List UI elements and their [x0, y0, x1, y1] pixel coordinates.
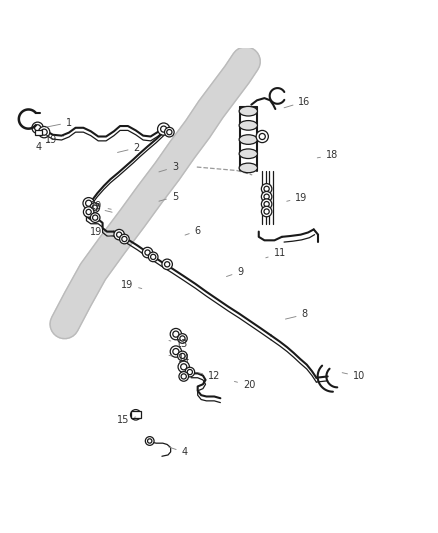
- Circle shape: [187, 369, 192, 375]
- Text: 19: 19: [286, 192, 307, 203]
- Circle shape: [170, 328, 181, 340]
- Text: 18: 18: [317, 150, 337, 160]
- Text: 6: 6: [185, 226, 200, 236]
- Circle shape: [147, 439, 152, 443]
- Text: 14: 14: [169, 354, 189, 364]
- Circle shape: [35, 125, 41, 131]
- Ellipse shape: [239, 163, 257, 173]
- Circle shape: [145, 437, 154, 446]
- Circle shape: [41, 129, 47, 135]
- Circle shape: [261, 199, 271, 209]
- Circle shape: [142, 247, 152, 258]
- Circle shape: [150, 254, 155, 260]
- Circle shape: [157, 123, 170, 135]
- Ellipse shape: [239, 120, 257, 130]
- Circle shape: [261, 191, 271, 202]
- Circle shape: [90, 203, 99, 213]
- Circle shape: [83, 207, 94, 217]
- Ellipse shape: [239, 149, 257, 158]
- Text: 3: 3: [159, 162, 178, 172]
- Circle shape: [121, 237, 127, 241]
- Circle shape: [263, 186, 268, 191]
- Circle shape: [164, 127, 174, 137]
- Circle shape: [173, 331, 179, 337]
- Circle shape: [263, 194, 268, 199]
- Circle shape: [148, 252, 158, 262]
- Circle shape: [255, 131, 268, 143]
- Circle shape: [179, 372, 188, 381]
- Circle shape: [166, 130, 172, 135]
- Circle shape: [263, 201, 268, 207]
- Circle shape: [114, 229, 124, 240]
- Circle shape: [90, 213, 100, 222]
- Circle shape: [261, 183, 271, 194]
- Text: 19: 19: [90, 228, 111, 238]
- Circle shape: [145, 250, 150, 255]
- Circle shape: [164, 262, 170, 267]
- Circle shape: [83, 198, 94, 209]
- Circle shape: [85, 200, 92, 206]
- Text: 13: 13: [169, 339, 188, 349]
- Text: 10: 10: [341, 372, 364, 382]
- Circle shape: [180, 353, 184, 359]
- Text: 12: 12: [198, 372, 220, 382]
- Text: 7: 7: [93, 204, 112, 214]
- Text: 2: 2: [117, 143, 139, 153]
- Circle shape: [261, 206, 271, 217]
- Circle shape: [92, 215, 98, 220]
- Circle shape: [177, 351, 187, 361]
- Circle shape: [180, 364, 186, 370]
- Circle shape: [178, 361, 189, 373]
- Text: 11: 11: [265, 248, 285, 259]
- Ellipse shape: [239, 135, 257, 144]
- Bar: [131, 411, 141, 418]
- Circle shape: [92, 205, 97, 210]
- Ellipse shape: [239, 107, 257, 116]
- Text: 8: 8: [285, 310, 307, 319]
- Circle shape: [177, 334, 187, 343]
- Bar: [35, 131, 42, 135]
- Circle shape: [39, 126, 49, 138]
- Circle shape: [119, 234, 129, 244]
- Circle shape: [162, 259, 172, 270]
- Text: 5: 5: [159, 192, 178, 201]
- Circle shape: [258, 133, 265, 140]
- Circle shape: [173, 349, 179, 354]
- Text: 19: 19: [120, 280, 141, 290]
- Text: 16: 16: [283, 96, 310, 108]
- Text: 20: 20: [234, 380, 255, 390]
- Circle shape: [160, 126, 166, 132]
- Circle shape: [130, 409, 141, 420]
- Text: 4: 4: [169, 447, 187, 457]
- Circle shape: [180, 336, 184, 341]
- Text: 1: 1: [46, 118, 72, 127]
- Circle shape: [181, 374, 186, 379]
- Circle shape: [116, 232, 121, 237]
- Text: 9: 9: [226, 266, 243, 277]
- Text: 19: 19: [45, 135, 63, 145]
- Circle shape: [170, 346, 181, 357]
- Text: 4: 4: [35, 141, 49, 152]
- Circle shape: [184, 367, 194, 377]
- Text: 19: 19: [90, 201, 111, 211]
- Circle shape: [32, 122, 43, 133]
- Text: 15: 15: [116, 415, 135, 425]
- Circle shape: [86, 209, 91, 215]
- Circle shape: [133, 412, 138, 417]
- Circle shape: [263, 209, 268, 214]
